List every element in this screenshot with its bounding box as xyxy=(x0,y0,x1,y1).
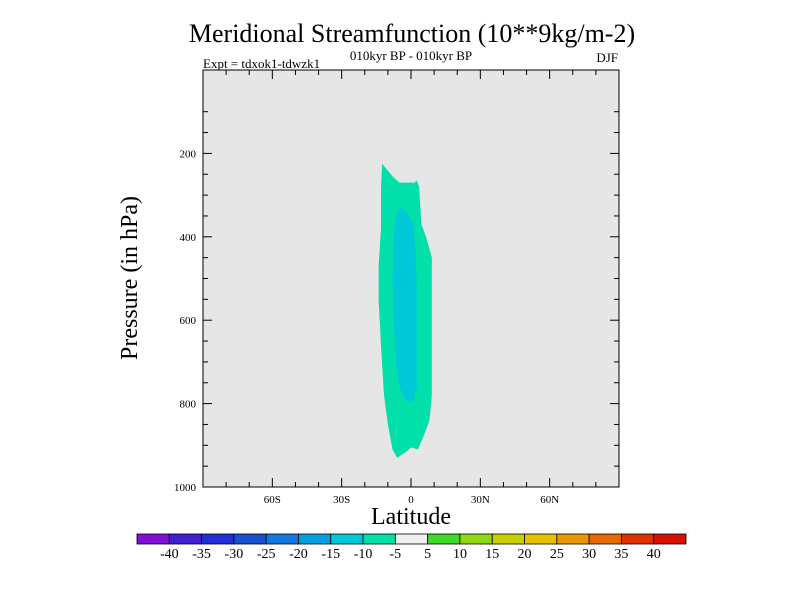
experiment-label: Expt = tdxok1-tdwzk1 xyxy=(203,56,320,71)
x-axis-label: Latitude xyxy=(371,504,451,530)
x-tick-label: 60S xyxy=(264,494,281,506)
y-axis-ticks: 200 400 600 800 1000 xyxy=(174,111,619,494)
colorbar-label: 15 xyxy=(485,547,499,562)
chart-title: Meridional Streamfunction (10**9kg/m-2) xyxy=(189,19,635,48)
colorbar-swatch xyxy=(556,533,590,545)
y-tick-label: 1000 xyxy=(174,482,197,494)
colorbar-swatch xyxy=(524,533,558,545)
x-tick-label: 60N xyxy=(540,494,559,506)
colorbar-label: -10 xyxy=(354,547,373,562)
y-tick-label: 400 xyxy=(180,232,197,244)
colorbar-label: 20 xyxy=(518,547,532,562)
y-axis-label: Pressure (in hPa) xyxy=(117,196,143,360)
colorbar-label: -35 xyxy=(192,547,211,562)
colorbar-swatch xyxy=(653,533,687,545)
colorbar-label: -5 xyxy=(390,547,402,562)
colorbar-swatch xyxy=(491,533,525,545)
contour-regions xyxy=(378,163,432,458)
colorbar-swatch xyxy=(298,533,332,545)
season-label: DJF xyxy=(596,50,618,65)
colorbar-label: 35 xyxy=(614,547,628,562)
colorbar-swatch xyxy=(427,533,461,545)
colorbar-label: -20 xyxy=(289,547,308,562)
period-label: 010kyr BP - 010kyr BP xyxy=(350,48,472,63)
colorbar-label: 30 xyxy=(582,547,596,562)
colorbar-swatch xyxy=(459,533,493,545)
colorbar-swatch xyxy=(201,533,235,545)
plot-border xyxy=(202,69,620,488)
colorbar-label: -25 xyxy=(257,547,276,562)
colorbar-label: 10 xyxy=(453,547,467,562)
colorbar-label: 25 xyxy=(550,547,564,562)
colorbar-swatch xyxy=(588,533,622,545)
colorbar-swatch xyxy=(330,533,364,545)
colorbar-swatch xyxy=(136,533,170,545)
y-tick-label: 600 xyxy=(180,315,197,327)
colorbar-label: 5 xyxy=(424,547,431,562)
x-tick-label: 30S xyxy=(333,494,350,506)
colorbar-swatch xyxy=(362,533,396,545)
colorbar: -40 -35 -30 -25 -20 -15 -10 -5 5 10 15 20 25 30 35 40 xyxy=(136,533,687,562)
contour-region-2 xyxy=(392,207,417,402)
x-axis-ticks: 60S 30S 0 30N 60N xyxy=(225,70,597,506)
x-tick-label: 30N xyxy=(471,494,490,506)
colorbar-swatch xyxy=(265,533,299,545)
y-tick-label: 200 xyxy=(180,148,197,160)
colorbar-swatch xyxy=(168,533,202,545)
colorbar-swatch xyxy=(621,533,655,545)
colorbar-swatch xyxy=(233,533,267,545)
colorbar-swatch xyxy=(394,533,429,545)
colorbar-label: -15 xyxy=(321,547,340,562)
y-tick-label: 800 xyxy=(180,399,197,411)
colorbar-label: -40 xyxy=(160,547,179,562)
colorbar-label: -30 xyxy=(225,547,244,562)
x-tick-label: 0 xyxy=(408,494,414,506)
colorbar-label: 40 xyxy=(647,547,661,562)
